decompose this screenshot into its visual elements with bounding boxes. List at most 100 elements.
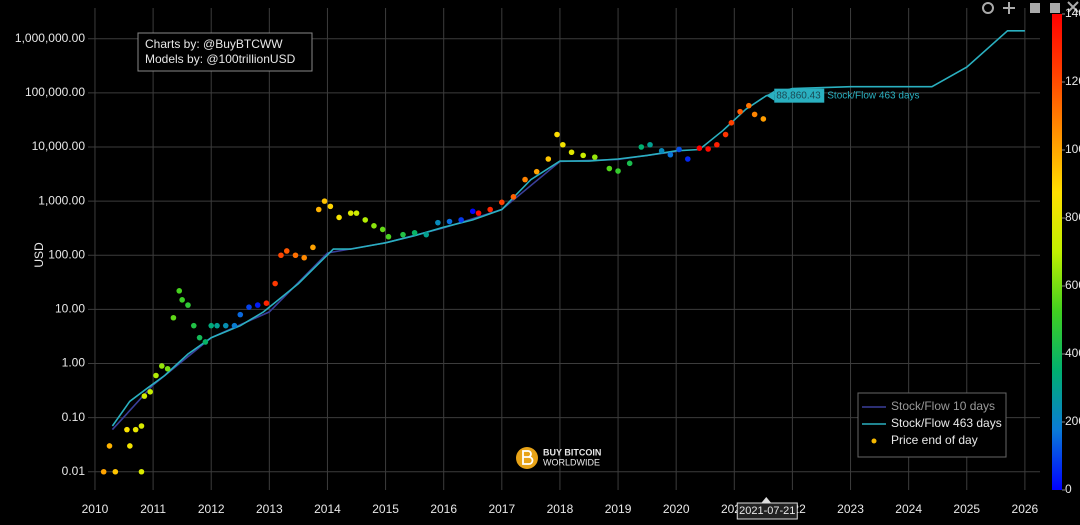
colorbar-scale: [1052, 14, 1062, 490]
hover-series: Stock/Flow 463 days: [827, 90, 919, 101]
zoom-in-icon[interactable]: [1030, 3, 1040, 13]
y-tick-label: 0.01: [62, 464, 86, 478]
price-point: [246, 304, 252, 310]
logo-text: BUY BITCOIN: [543, 447, 601, 457]
price-point: [760, 116, 767, 122]
price-point: [737, 108, 743, 115]
price-point: [147, 388, 153, 395]
x-tick-label: 2024: [895, 502, 922, 516]
price-point: [728, 119, 735, 126]
x-tick-label: 2026: [1012, 502, 1039, 516]
price-point: [533, 168, 540, 175]
legend-swatch: [871, 438, 877, 444]
x-tick-label: 2011: [140, 502, 166, 516]
hover-value: 88,860.43: [776, 90, 821, 101]
price-point: [705, 146, 711, 152]
price-point: [580, 152, 586, 159]
price-point: [124, 426, 130, 433]
colorbar-tick-label: 0: [1065, 482, 1072, 496]
price-point: [510, 194, 517, 200]
price-point: [411, 229, 418, 236]
logo-text: WORLDWIDE: [543, 457, 600, 467]
price-point: [400, 231, 406, 238]
x-tick-label: 2015: [372, 502, 399, 516]
price-point: [231, 322, 238, 329]
price-point: [132, 426, 139, 433]
colorbar-tick-label: 200: [1065, 414, 1080, 428]
legend-box: [857, 392, 1007, 458]
price-point: [522, 176, 528, 183]
colorbar-tick-label: 800: [1065, 210, 1080, 224]
hover-box: [774, 88, 825, 103]
price-point: [446, 218, 453, 225]
colorbar-tick-label: 1200: [1065, 74, 1080, 88]
price-point: [545, 156, 552, 162]
price-point: [222, 322, 229, 329]
price-point: [214, 322, 220, 329]
price-point: [499, 199, 505, 206]
price-point: [310, 244, 316, 251]
price-point: [554, 131, 560, 138]
logo: BUY BITCOIN WORLDWIDE: [516, 447, 601, 469]
price-point: [237, 311, 244, 318]
price-point: [315, 206, 322, 213]
hover-x-label: 2021-07-21: [739, 505, 795, 517]
price-point: [159, 363, 165, 369]
price-point: [615, 168, 621, 174]
y-tick-label: 1,000.00: [38, 193, 85, 207]
x-tick-label: 2025: [953, 502, 980, 516]
price-point: [336, 214, 342, 221]
price-point: [746, 102, 752, 109]
price-point: [722, 131, 729, 138]
price-point: [196, 334, 203, 341]
hover-x-pointer: [761, 497, 772, 503]
reset-icon[interactable]: [1067, 1, 1079, 13]
price-point: [153, 372, 159, 379]
price-point: [638, 144, 645, 150]
x-tick-label: 2020: [663, 502, 690, 516]
price-point: [321, 198, 328, 204]
legend: Stock/Flow 10 days Stock/Flow 463 days Pri…: [857, 392, 1007, 458]
zoom-out-icon[interactable]: [1050, 3, 1060, 13]
price-point: [379, 226, 386, 233]
x-tick-label: 2016: [430, 502, 457, 516]
x-tick-label: 2013: [256, 502, 283, 516]
price-point: [202, 339, 209, 345]
price-point: [592, 154, 598, 160]
price-point: [385, 233, 392, 240]
price-point: [138, 423, 145, 429]
price-point: [353, 210, 360, 216]
colorbar-tick-label: 1000: [1065, 142, 1080, 156]
price-point: [170, 314, 177, 321]
price-point: [190, 322, 197, 329]
x-tick-label: 2019: [605, 502, 632, 516]
pan-icon[interactable]: [1003, 2, 1015, 14]
annotation: Models by: @100trillionUSD: [145, 52, 296, 66]
price-point: [684, 156, 691, 162]
y-tick-label: 100.00: [48, 247, 85, 261]
y-tick-label: 10.00: [55, 302, 85, 316]
y-tick-label: 1,000,000.00: [15, 31, 85, 45]
legend-label: Price end of day: [891, 433, 978, 447]
zoom-icon[interactable]: [982, 2, 994, 14]
colorbar-tick-label: 600: [1065, 278, 1080, 292]
price-point: [179, 297, 185, 303]
price-point: [283, 248, 290, 254]
legend-label: Stock/Flow 463 days: [891, 416, 1002, 430]
colorbar-tick-label: 400: [1065, 346, 1080, 360]
price-point: [560, 141, 566, 148]
annotation-box: [137, 32, 313, 72]
y-tick-label: 100,000.00: [25, 85, 85, 99]
price-point: [658, 148, 665, 154]
price-point: [254, 302, 261, 308]
hover: 88,860.43 Stock/Flow 463 days 2021-07-21: [736, 88, 920, 520]
x-tick-label: 2012: [198, 502, 225, 516]
price-point: [606, 165, 613, 172]
price-point: [676, 146, 682, 153]
price-point: [138, 468, 145, 475]
price-point: [301, 254, 308, 261]
y-tick-label: 0.10: [62, 410, 86, 424]
toolbar[interactable]: [982, 1, 1079, 14]
price-point: [100, 468, 107, 475]
